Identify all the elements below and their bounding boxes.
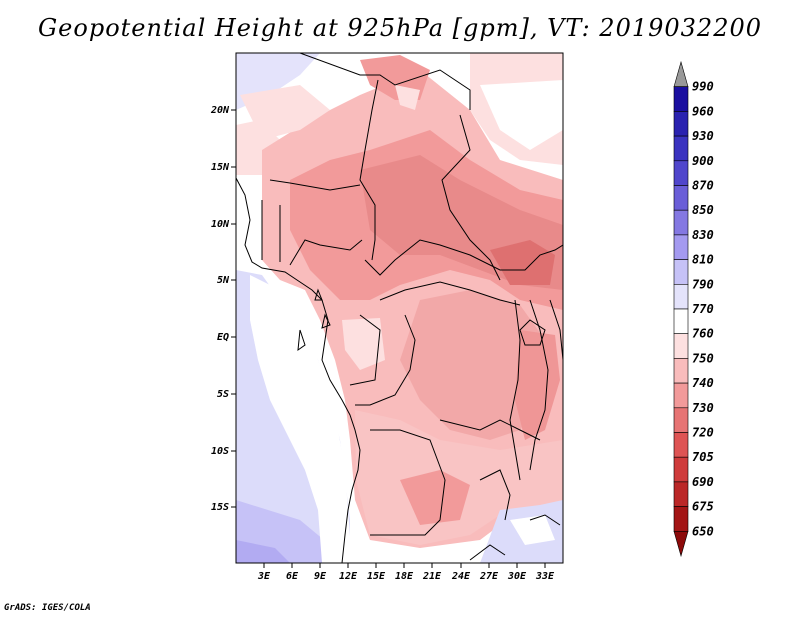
lat-tick-label: 15S	[211, 502, 229, 513]
colorbar-segment	[673, 407, 689, 433]
lon-tick-label: 15E	[367, 571, 386, 582]
lat-tick-label: 20N	[210, 105, 230, 116]
colorbar-label: 960	[692, 104, 714, 118]
lat-tick-label: 10N	[211, 219, 230, 230]
colorbar-segment	[673, 259, 689, 285]
colorbar-segment	[673, 530, 689, 558]
colorbar-label: 830	[692, 228, 714, 242]
colorbar-label: 790	[692, 277, 714, 291]
lon-tick-label: 33E	[535, 571, 555, 582]
colorbar-label: 675	[692, 500, 714, 514]
lat-tick-label: 5S	[217, 389, 229, 400]
lat-axis: 20N 15N 10N 5N EQ 5S 10S 15S	[210, 105, 236, 513]
lon-tick-label: 12E	[339, 571, 358, 582]
colorbar-label: 870	[692, 179, 714, 193]
colorbar-label: 650	[692, 524, 714, 538]
lat-tick-label: 5N	[217, 275, 230, 286]
lat-tick-label: 10S	[211, 446, 229, 457]
lat-tick-label: EQ	[217, 332, 229, 343]
colorbar-segment	[673, 432, 689, 458]
colorbar-label: 760	[692, 327, 714, 341]
colorbar-label: 705	[692, 450, 714, 464]
colorbar-segment	[673, 209, 689, 236]
colorbar: 990 960 930 900 870 850 830 810 790 770 760 750 740 7…	[673, 60, 714, 558]
map-frame	[235, 52, 564, 564]
colorbar-segment	[673, 86, 689, 112]
map-title: Geopotential Height at 925hPa [gpm], VT:…	[38, 14, 762, 42]
colorbar-label: 990	[692, 80, 714, 94]
colorbar-segment	[673, 456, 689, 483]
colorbar-label: 690	[692, 475, 714, 489]
colorbar-segment	[673, 308, 689, 335]
colorbar-segment	[673, 506, 689, 532]
colorbar-label: 900	[692, 154, 714, 168]
colorbar-segment	[673, 358, 689, 384]
colorbar-segment	[673, 283, 689, 310]
colorbar-label: 810	[692, 253, 714, 267]
colorbar-label: 720	[692, 426, 714, 440]
lon-tick-label: 6E	[286, 571, 299, 582]
colorbar-segment	[673, 234, 689, 260]
colorbar-segment	[673, 382, 689, 409]
lon-tick-label: 27E	[479, 571, 499, 582]
lon-tick-label: 24E	[451, 571, 471, 582]
lon-axis: 3E 6E 9E 12E 15E 18E 21E 24E 27E 30E 33E	[257, 563, 555, 582]
colorbar-label: 930	[692, 129, 714, 143]
colorbar-segment	[673, 135, 689, 162]
colorbar-segment	[673, 481, 689, 507]
colorbar-segment	[673, 111, 689, 137]
lon-tick-label: 3E	[257, 571, 271, 582]
lon-tick-label: 21E	[422, 571, 442, 582]
colorbar-label: 850	[692, 203, 714, 217]
lat-tick-label: 15N	[211, 162, 230, 173]
height-field	[236, 53, 563, 563]
credit-text: GrADS: IGES/COLA	[4, 603, 91, 613]
colorbar-segment	[673, 160, 689, 186]
lon-tick-label: 18E	[395, 571, 414, 582]
colorbar-segment	[673, 60, 689, 87]
colorbar-label: 750	[692, 351, 714, 365]
colorbar-label: 740	[692, 376, 714, 390]
colorbar-label: 730	[692, 401, 714, 415]
colorbar-label: 770	[692, 302, 714, 316]
colorbar-segment	[673, 185, 689, 211]
coastlines	[236, 53, 563, 563]
colorbar-segment	[673, 333, 689, 359]
lon-tick-label: 9E	[314, 571, 327, 582]
lon-tick-label: 30E	[507, 571, 527, 582]
